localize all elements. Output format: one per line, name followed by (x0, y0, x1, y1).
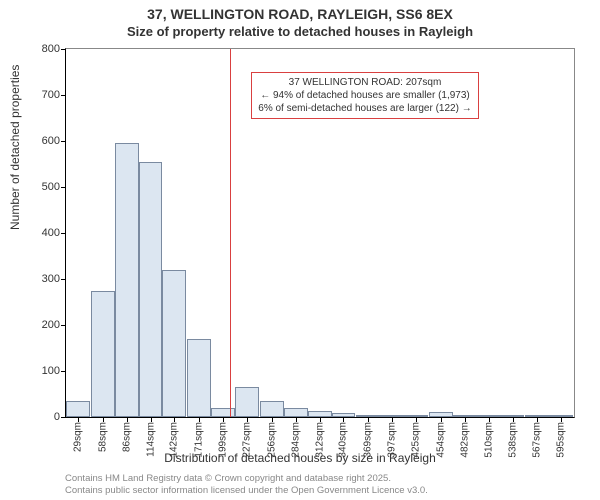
histogram-bar (356, 415, 380, 417)
x-tick-mark (368, 417, 369, 422)
y-tick-mark (61, 417, 66, 418)
x-tick-mark (392, 417, 393, 422)
histogram-bar (477, 415, 501, 417)
histogram-bar (187, 339, 211, 417)
histogram-bar (380, 415, 404, 417)
x-tick-mark (537, 417, 538, 422)
chart-title-sub: Size of property relative to detached ho… (0, 24, 600, 39)
histogram-bar (429, 412, 453, 417)
x-tick-mark (513, 417, 514, 422)
x-tick-mark (343, 417, 344, 422)
histogram-bar (284, 408, 308, 417)
histogram-bar (162, 270, 186, 417)
y-tick-mark (61, 233, 66, 234)
x-tick-mark (127, 417, 128, 422)
histogram-bar (525, 415, 549, 417)
x-tick-mark (78, 417, 79, 422)
x-tick-mark (465, 417, 466, 422)
annotation-line: 6% of semi-detached houses are larger (1… (258, 102, 471, 115)
x-tick-mark (489, 417, 490, 422)
x-tick-mark (223, 417, 224, 422)
x-tick-mark (561, 417, 562, 422)
x-tick-mark (103, 417, 104, 422)
histogram-bar (501, 415, 525, 417)
histogram-bar (332, 413, 356, 417)
plot-area: 010020030040050060070080029sqm58sqm86sqm… (65, 48, 575, 418)
footer-line-1: Contains HM Land Registry data © Crown c… (65, 473, 428, 484)
x-axis-label: Distribution of detached houses by size … (0, 451, 600, 465)
y-tick-mark (61, 49, 66, 50)
x-tick-mark (199, 417, 200, 422)
histogram-bar (115, 143, 139, 417)
footer-attribution: Contains HM Land Registry data © Crown c… (65, 473, 428, 496)
histogram-bar (66, 401, 90, 417)
annotation-line: ← 94% of detached houses are smaller (1,… (258, 89, 471, 102)
chart-container: 37, WELLINGTON ROAD, RAYLEIGH, SS6 8EX S… (0, 0, 600, 500)
x-tick-label: 29sqm (72, 422, 83, 452)
x-tick-mark (151, 417, 152, 422)
footer-line-2: Contains public sector information licen… (65, 485, 428, 496)
histogram-bar (260, 401, 284, 417)
histogram-bar (91, 291, 115, 418)
histogram-bar (308, 411, 332, 417)
histogram-bar (235, 387, 259, 417)
y-axis-label: Number of detached properties (8, 65, 22, 230)
chart-title-main: 37, WELLINGTON ROAD, RAYLEIGH, SS6 8EX (0, 6, 600, 22)
y-tick-mark (61, 141, 66, 142)
annotation-line: 37 WELLINGTON ROAD: 207sqm (258, 76, 471, 89)
reference-line (230, 49, 231, 417)
histogram-bar (139, 162, 163, 417)
x-tick-mark (247, 417, 248, 422)
y-tick-mark (61, 95, 66, 96)
histogram-bar (211, 408, 235, 417)
x-tick-mark (320, 417, 321, 422)
annotation-box: 37 WELLINGTON ROAD: 207sqm← 94% of detac… (251, 72, 478, 119)
histogram-bar (453, 415, 477, 417)
x-tick-mark (174, 417, 175, 422)
histogram-bar (404, 415, 428, 417)
y-tick-mark (61, 371, 66, 372)
x-tick-label: 58sqm (97, 422, 108, 452)
histogram-bar (549, 415, 573, 417)
y-tick-mark (61, 187, 66, 188)
x-tick-mark (272, 417, 273, 422)
x-tick-label: 86sqm (121, 422, 132, 452)
x-tick-mark (416, 417, 417, 422)
y-tick-mark (61, 279, 66, 280)
x-tick-mark (441, 417, 442, 422)
y-tick-mark (61, 325, 66, 326)
x-tick-mark (296, 417, 297, 422)
